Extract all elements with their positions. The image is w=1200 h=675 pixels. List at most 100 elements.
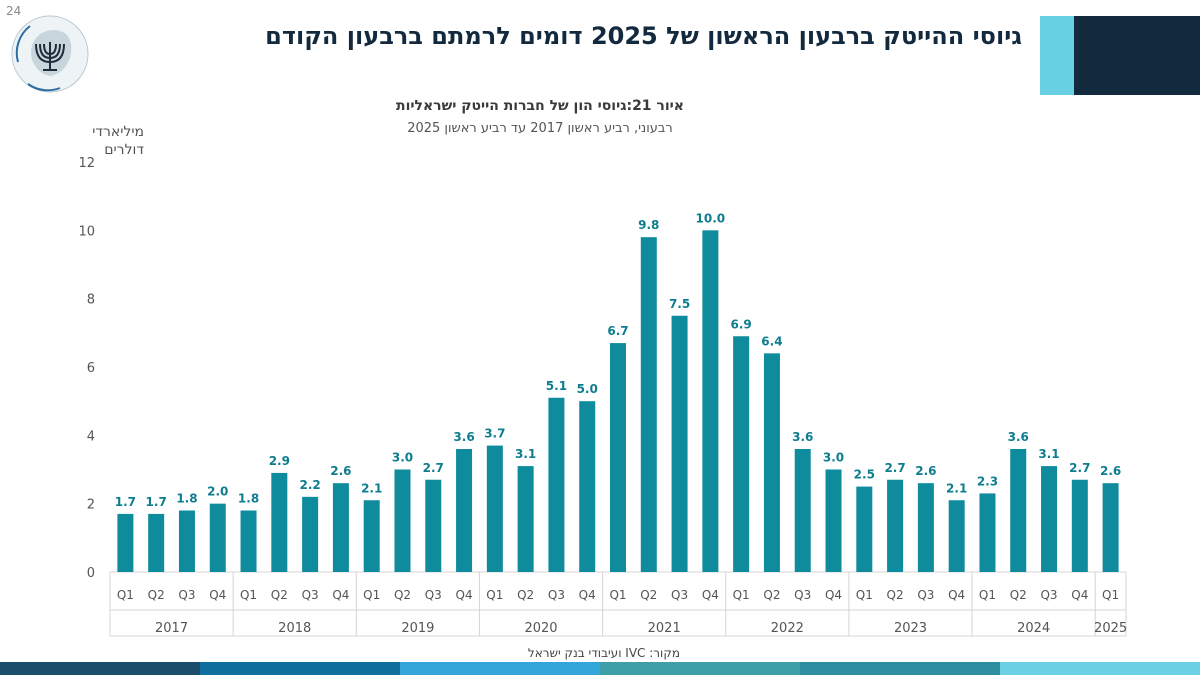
x-tick-label: Q4 <box>1071 588 1088 602</box>
bar <box>1010 449 1027 572</box>
data-label: 1.7 <box>115 495 136 509</box>
data-label: 6.9 <box>731 317 752 331</box>
bottom-bar-segment <box>400 662 600 675</box>
data-label: 1.8 <box>238 492 259 506</box>
x-tick-label: Q4 <box>456 588 473 602</box>
bar <box>825 469 842 572</box>
data-label: 2.5 <box>854 468 875 482</box>
bar <box>579 401 596 572</box>
data-label: 2.6 <box>1100 464 1121 478</box>
year-label: 2021 <box>648 621 681 636</box>
bar <box>610 343 626 572</box>
data-label: 3.6 <box>792 430 813 444</box>
y-tick-label: 4 <box>87 429 95 444</box>
data-label: 2.7 <box>423 461 444 475</box>
x-tick-label: Q1 <box>486 588 503 602</box>
data-label: 6.4 <box>761 334 782 348</box>
x-tick-label: Q1 <box>856 588 873 602</box>
data-label: 2.1 <box>361 481 382 495</box>
x-tick-label: Q3 <box>302 588 319 602</box>
bar <box>856 486 873 572</box>
x-tick-label: Q3 <box>425 588 442 602</box>
bottom-bar-segment <box>800 662 1000 675</box>
data-label: 2.6 <box>330 464 351 478</box>
x-tick-label: Q2 <box>394 588 411 602</box>
year-label: 2017 <box>155 621 188 636</box>
bar <box>148 513 165 572</box>
x-tick-label: Q2 <box>1010 588 1027 602</box>
bar <box>1071 479 1088 572</box>
year-label: 2018 <box>278 621 311 636</box>
data-label: 3.1 <box>1038 447 1059 461</box>
data-label: 2.7 <box>884 461 905 475</box>
bar <box>332 483 349 572</box>
data-label: 7.5 <box>669 297 690 311</box>
bottom-bar-segment <box>1000 662 1200 675</box>
figure-subtitle: רבעוני, רביע ראשון 2017 עד רביע ראשון 20… <box>407 121 673 136</box>
x-tick-label: Q2 <box>763 588 780 602</box>
y-tick-label: 12 <box>78 156 95 171</box>
x-tick-label: Q2 <box>271 588 288 602</box>
data-label: 1.7 <box>146 495 167 509</box>
y-tick-label: 8 <box>87 293 95 308</box>
bar <box>733 336 750 572</box>
data-label: 5.1 <box>546 379 567 393</box>
bar <box>917 483 934 572</box>
bar <box>302 496 319 572</box>
data-label: 2.9 <box>269 454 290 468</box>
x-tick-label: Q4 <box>209 588 226 602</box>
data-label: 3.6 <box>453 430 474 444</box>
bar <box>979 493 996 572</box>
year-label: 2019 <box>401 621 434 636</box>
source-note: מקור: IVC ועיבודי בנק ישראל <box>527 646 680 660</box>
data-label: 2.6 <box>915 464 936 478</box>
x-tick-label: Q4 <box>579 588 596 602</box>
bar <box>1041 466 1058 572</box>
x-tick-label: Q1 <box>609 588 626 602</box>
bar <box>486 445 503 572</box>
x-tick-label: Q4 <box>825 588 842 602</box>
bar <box>763 353 780 572</box>
bar <box>671 315 688 572</box>
x-tick-label: Q1 <box>733 588 750 602</box>
data-label: 3.0 <box>392 451 413 465</box>
y-tick-label: 0 <box>87 566 95 581</box>
bottom-color-bar <box>0 662 1200 675</box>
bar <box>702 230 719 573</box>
bar <box>209 503 226 572</box>
bank-of-israel-logo <box>11 15 89 93</box>
year-label: 2025 <box>1094 621 1127 636</box>
x-tick-label: Q2 <box>640 588 657 602</box>
page-number: 24 <box>6 4 22 18</box>
x-tick-label: Q3 <box>548 588 565 602</box>
x-tick-label: Q3 <box>178 588 195 602</box>
data-label: 2.0 <box>207 485 228 499</box>
bar <box>117 513 134 572</box>
bar <box>640 237 657 572</box>
data-label: 2.2 <box>299 478 320 492</box>
title-decoration-dark <box>1074 16 1200 95</box>
x-tick-label: Q1 <box>117 588 134 602</box>
x-tick-label: Q1 <box>1102 588 1119 602</box>
bar <box>425 479 442 572</box>
x-tick-label: Q1 <box>363 588 380 602</box>
x-tick-label: Q1 <box>240 588 257 602</box>
x-tick-label: Q4 <box>948 588 965 602</box>
bottom-bar-segment <box>200 662 400 675</box>
data-label: 3.6 <box>1008 430 1029 444</box>
data-label: 10.0 <box>696 211 726 225</box>
data-label: 9.8 <box>638 218 659 232</box>
data-label: 3.7 <box>484 427 505 441</box>
x-tick-label: Q4 <box>332 588 349 602</box>
year-label: 2020 <box>524 621 557 636</box>
y-tick-label: 10 <box>78 224 95 239</box>
year-label: 2024 <box>1017 621 1050 636</box>
data-label: 3.1 <box>515 447 536 461</box>
bar <box>794 449 811 572</box>
y-axis-unit-label: מיליארדי דולרים <box>92 124 144 158</box>
x-tick-label: Q3 <box>1040 588 1057 602</box>
data-label: 5.0 <box>577 382 598 396</box>
data-label: 6.7 <box>607 324 628 338</box>
slide-title: גיוסי ההייטק ברבעון הראשון של 2025 דומים… <box>265 22 1022 50</box>
